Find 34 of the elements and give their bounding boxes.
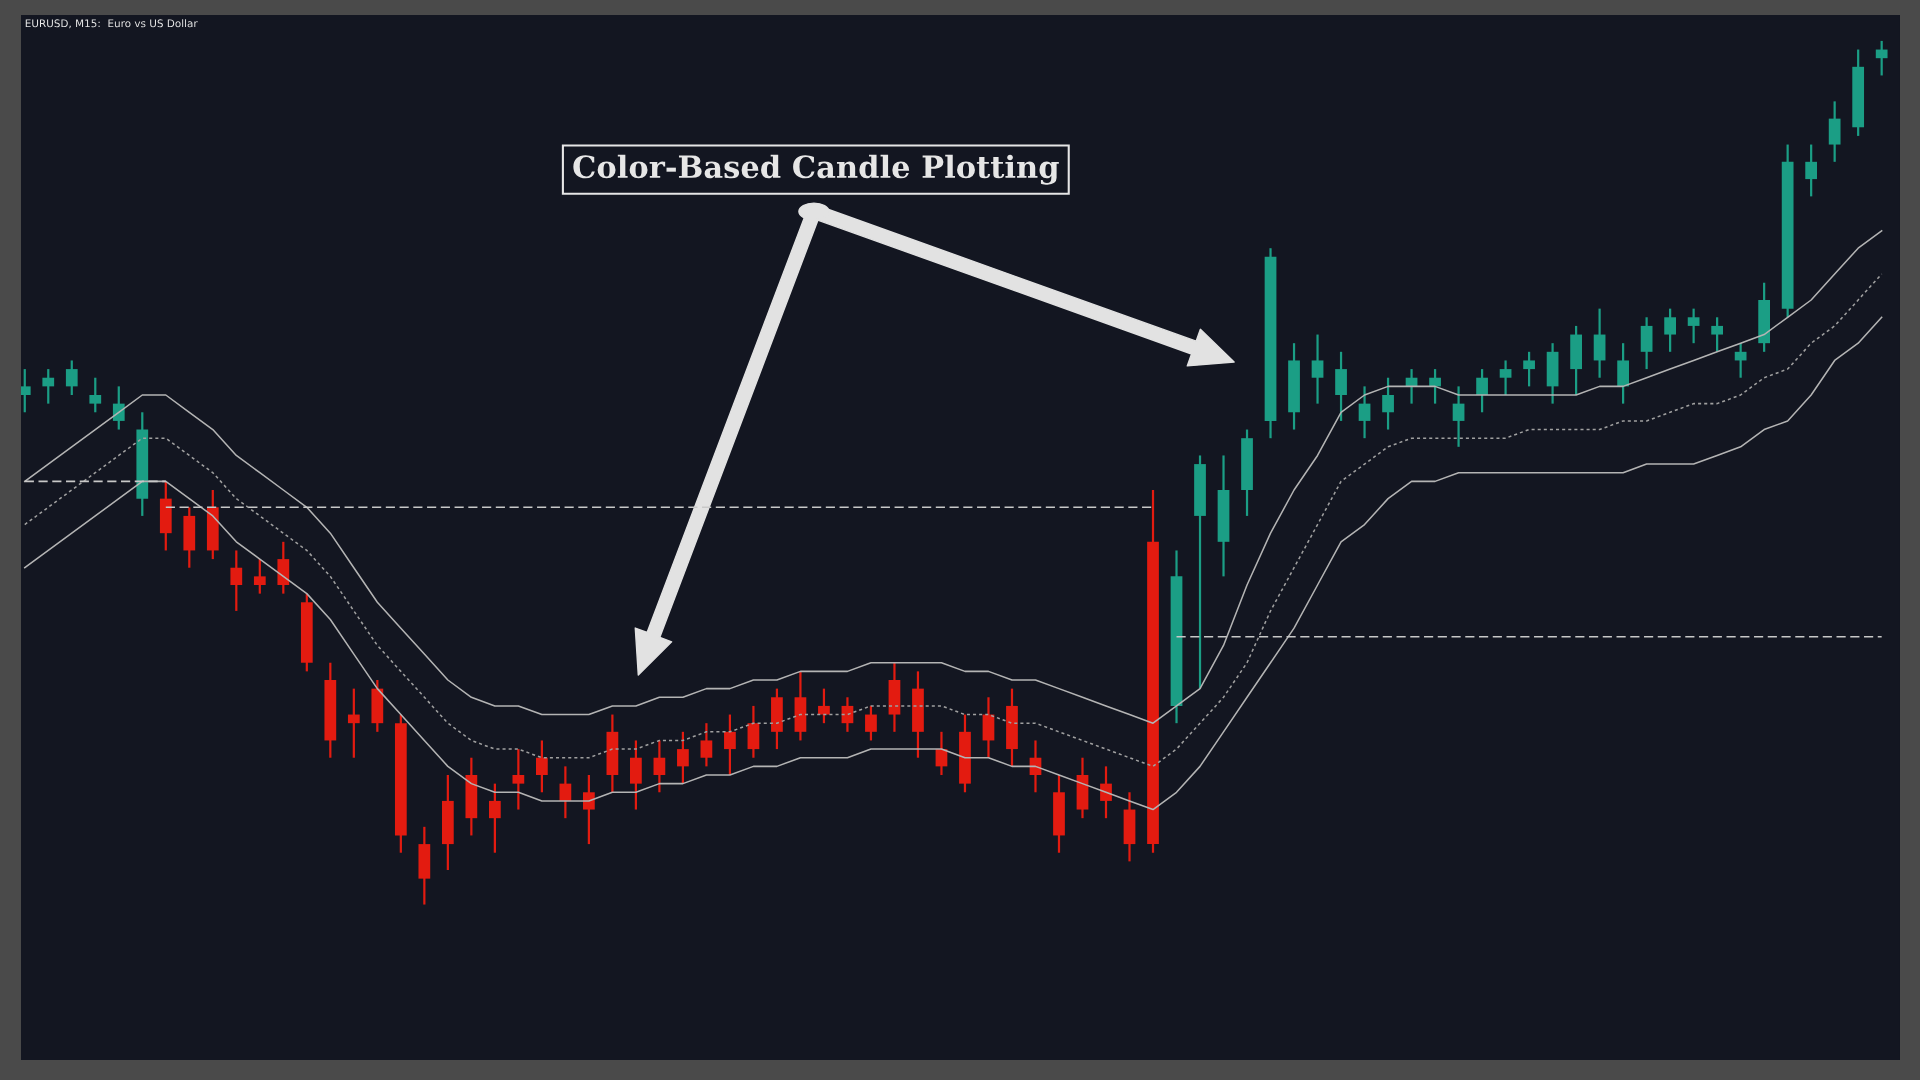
candlestick — [65, 359, 78, 397]
candlestick — [42, 367, 55, 405]
candlestick — [347, 687, 360, 759]
candlestick — [512, 747, 525, 811]
candlestick — [1452, 385, 1465, 448]
candlestick — [536, 739, 548, 794]
candlestick — [1687, 307, 1700, 345]
candlestick — [1382, 376, 1394, 431]
candlestick — [89, 376, 102, 414]
candlestick — [818, 687, 830, 725]
candlestick — [1499, 359, 1512, 397]
annotation: Color-Based Candle Plotting — [573, 154, 1059, 185]
candlestick — [1805, 143, 1818, 198]
candlestick — [583, 773, 595, 846]
candlestick — [724, 713, 736, 777]
candlestick — [677, 730, 689, 785]
candlestick — [1875, 39, 1888, 77]
candlestick — [488, 782, 501, 854]
candlestick — [1734, 342, 1747, 379]
candlestick — [1429, 367, 1441, 405]
candlestick — [653, 739, 666, 794]
candlestick — [1711, 316, 1724, 353]
chart-title: EURUSD, M15: Euro vs US Dollar — [25, 19, 198, 29]
candlestick — [700, 722, 713, 768]
candlestick — [1476, 367, 1488, 414]
candlestick — [1523, 350, 1535, 388]
candlestick — [230, 549, 243, 613]
candlestick — [253, 557, 266, 595]
candlestick — [1664, 307, 1676, 353]
candlestick — [112, 385, 125, 431]
candlestick — [1100, 765, 1112, 820]
candlestick — [865, 704, 877, 742]
candlestick — [1358, 385, 1371, 440]
candlestick — [1311, 333, 1324, 405]
